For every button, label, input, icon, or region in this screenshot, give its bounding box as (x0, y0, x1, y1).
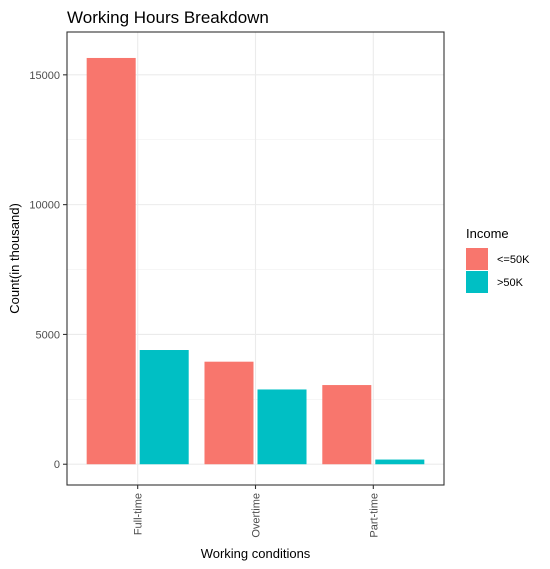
x-tick-label: Part-time (368, 493, 380, 538)
x-tick-label: Overtime (251, 493, 263, 538)
y-axis-title: Count(in thousand) (7, 203, 22, 314)
x-axis-title: Working conditions (201, 546, 311, 561)
legend-label: <=50K (497, 254, 530, 266)
bar-full-time-le-50k (86, 57, 136, 465)
x-tick-label: Full-time (133, 493, 145, 535)
bar-part-time-le-50k (322, 385, 372, 465)
axes: 0 5000 10000 15000 Full-time Overtime Part-tim… (29, 70, 380, 538)
legend-key (466, 271, 488, 293)
y-tick-label: 15000 (29, 70, 60, 82)
bar-overtime-gt-50k (257, 389, 307, 465)
y-tick-label: 0 (54, 459, 60, 471)
y-tick-label: 5000 (36, 329, 60, 341)
chart-title: Working Hours Breakdown (67, 8, 269, 27)
bar-overtime-le-50k (204, 361, 254, 465)
bar-full-time-gt-50k (139, 350, 189, 465)
legend-title: Income (466, 226, 509, 241)
bar-part-time-gt-50k (375, 459, 425, 465)
legend: Income <=50K >50K (466, 226, 530, 293)
legend-label: >50K (497, 277, 524, 289)
legend-key (466, 248, 488, 270)
bars (86, 57, 425, 465)
y-tick-label: 10000 (29, 200, 60, 212)
